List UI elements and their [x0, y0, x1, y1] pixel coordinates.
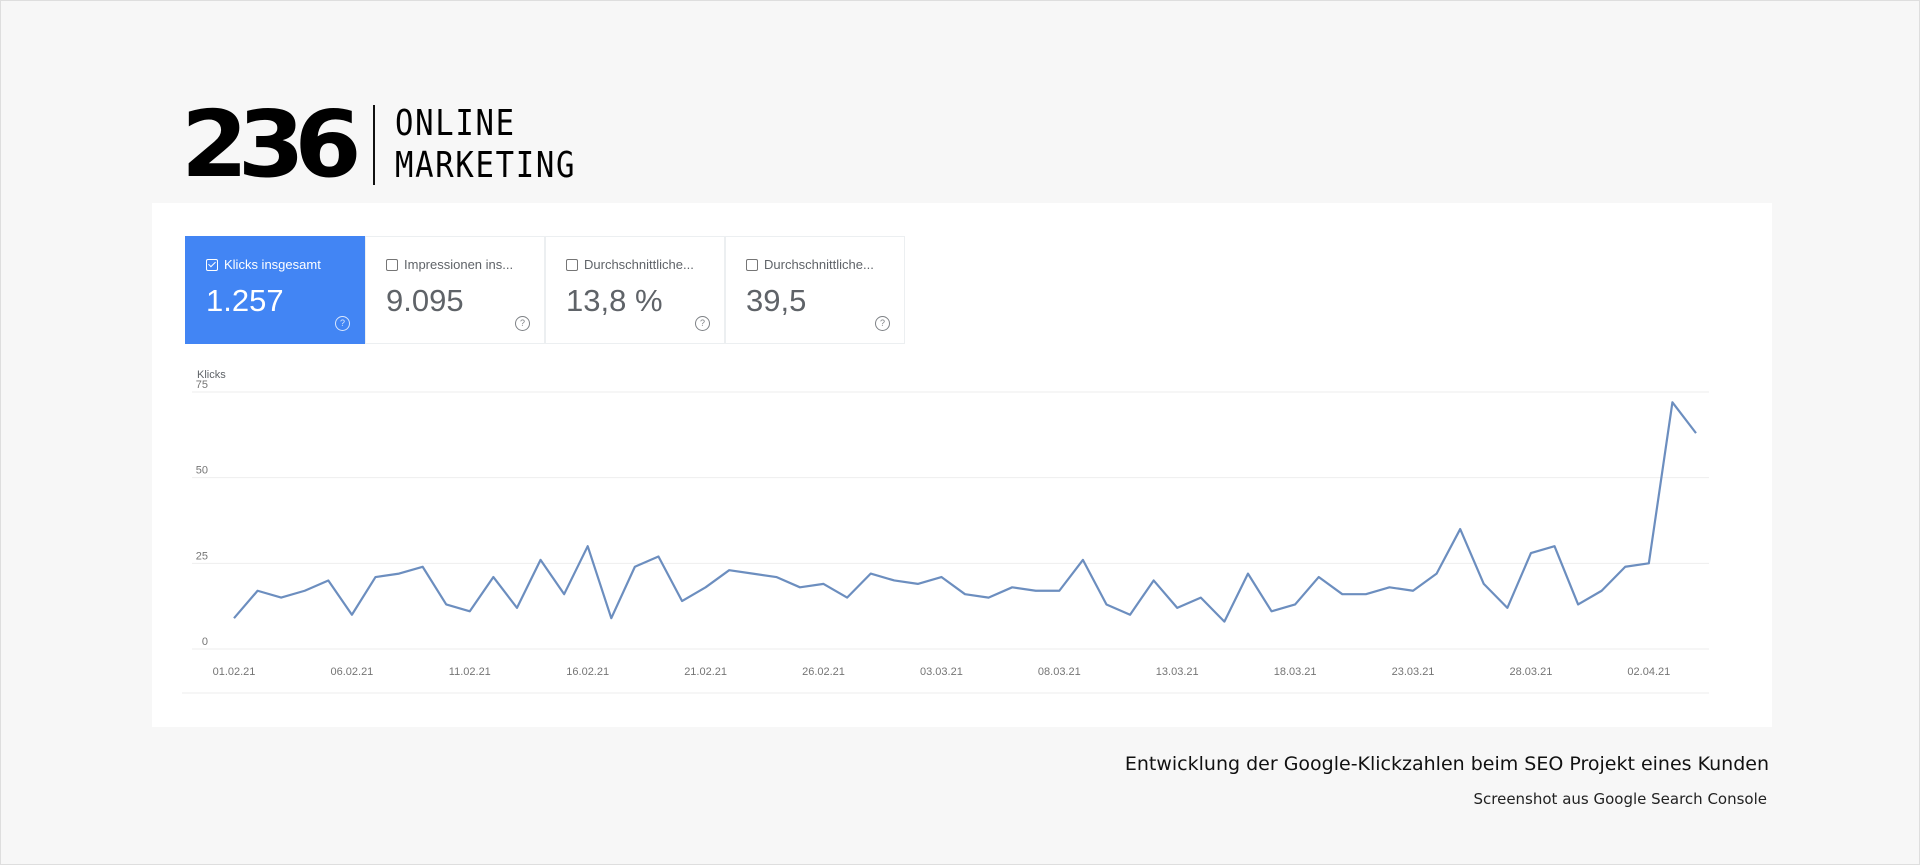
tab-value: 39,5	[746, 283, 807, 318]
logo-number: 236	[180, 91, 362, 198]
x-tick-label: 11.02.21	[449, 666, 491, 678]
y-tick-label: 50	[196, 465, 208, 477]
y-tick-label: 0	[202, 636, 208, 648]
tab-value: 1.257	[206, 283, 284, 318]
tab-position[interactable]: Durchschnittliche... 39,5 ?	[725, 236, 905, 344]
x-tick-label: 02.04.21	[1627, 666, 1670, 678]
search-console-card: Klicks insgesamt 1.257 ? Impressionen in…	[152, 203, 1772, 727]
checkbox-icon[interactable]	[386, 258, 398, 271]
x-tick-label: 06.02.21	[330, 666, 373, 678]
source-note: Screenshot aus Google Search Console	[1473, 790, 1767, 808]
logo-text: ONLINE MARKETING	[395, 103, 576, 187]
y-tick-label: 25	[196, 550, 208, 562]
metric-tabs: Klicks insgesamt 1.257 ? Impressionen in…	[185, 236, 905, 344]
logo-line2: MARKETING	[395, 145, 577, 186]
y-tick-label: 75	[196, 379, 208, 391]
help-icon[interactable]: ?	[515, 316, 530, 331]
tab-label: Klicks insgesamt	[224, 257, 321, 272]
tab-label: Durchschnittliche...	[764, 257, 874, 272]
help-icon[interactable]: ?	[335, 316, 350, 331]
tab-ctr[interactable]: Durchschnittliche... 13,8 % ?	[545, 236, 725, 344]
x-tick-label: 28.03.21	[1510, 666, 1553, 678]
x-tick-label: 01.02.21	[213, 666, 256, 678]
logo-divider	[373, 105, 376, 185]
checkbox-checked-icon[interactable]	[206, 258, 218, 271]
y-axis-label: Klicks	[197, 369, 226, 381]
x-tick-label: 03.03.21	[920, 666, 963, 678]
tab-label: Impressionen ins...	[404, 257, 514, 272]
tab-value: 13,8 %	[566, 283, 663, 318]
clicks-series-line	[233, 401, 1697, 623]
tab-label: Durchschnittliche...	[584, 257, 694, 272]
x-tick-label: 08.03.21	[1038, 666, 1081, 678]
logo-line1: ONLINE	[395, 103, 516, 144]
caption: Entwicklung der Google-Klickzahlen beim …	[1124, 753, 1769, 775]
clicks-line-chart: Klicks 0 25 50 75 01.02.21 06.02.21 11.02.21 16.…	[182, 369, 1709, 694]
x-tick-label: 16.02.21	[566, 666, 609, 678]
tab-impressionen[interactable]: Impressionen ins... 9.095 ?	[365, 236, 545, 344]
checkbox-icon[interactable]	[566, 258, 578, 271]
brand-logo: 236 ONLINE MARKETING	[181, 99, 608, 191]
help-icon[interactable]: ?	[875, 316, 890, 331]
x-tick-label: 23.03.21	[1392, 666, 1435, 678]
x-tick-label: 26.02.21	[802, 666, 845, 678]
help-icon[interactable]: ?	[695, 316, 710, 331]
tab-klicks[interactable]: Klicks insgesamt 1.257 ?	[185, 236, 365, 344]
checkbox-icon[interactable]	[746, 258, 758, 271]
x-tick-label: 21.02.21	[684, 666, 727, 678]
tab-value: 9.095	[386, 283, 464, 318]
x-tick-label: 18.03.21	[1274, 666, 1317, 678]
x-tick-label: 13.03.21	[1156, 666, 1199, 678]
